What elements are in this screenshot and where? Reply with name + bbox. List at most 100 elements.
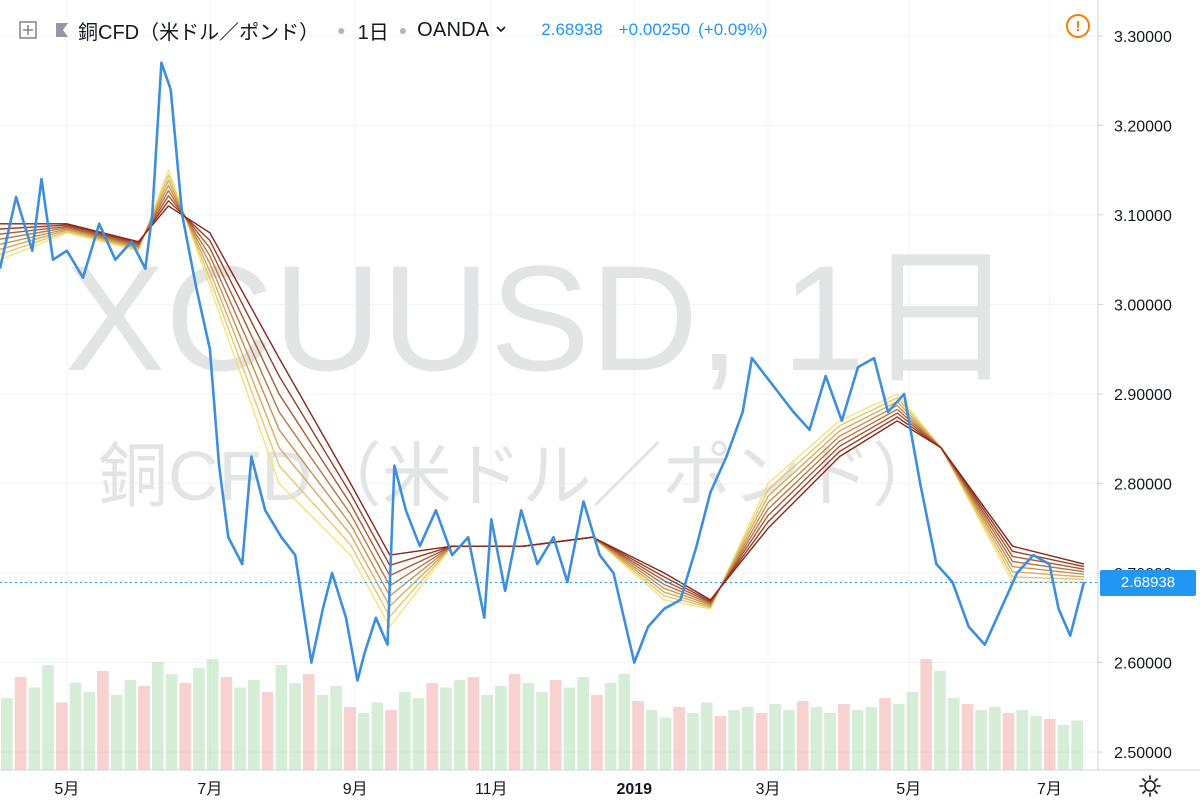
volume-bar	[206, 659, 219, 770]
volume-bar	[83, 692, 96, 770]
volume-bar	[1002, 713, 1015, 770]
volume-bar	[769, 704, 782, 770]
volume-bar	[467, 677, 480, 770]
volume-bar	[687, 713, 699, 770]
price-axis[interactable]: 3.30000 3.20000 3.10000 3.00000 2.90000 2.800…	[1098, 29, 1172, 762]
volume-bar	[1071, 720, 1083, 770]
exchange-label[interactable]: OANDA	[417, 18, 490, 41]
x-tick-label: 9月	[343, 781, 368, 798]
symbol-title[interactable]: 銅CFD（米ドル／ポンド）	[78, 21, 320, 44]
volume-bar	[494, 686, 507, 770]
expand-icon[interactable]	[18, 20, 38, 40]
volume-bar	[412, 698, 425, 770]
y-tick-label: 3.20000	[1114, 118, 1172, 135]
volume-bar	[261, 692, 274, 770]
volume-bar	[165, 674, 178, 770]
volume-bar	[124, 680, 137, 770]
volume-bar	[906, 692, 919, 770]
volume-bar	[275, 665, 288, 770]
volume-bar	[796, 701, 809, 770]
x-tick-label: 5月	[54, 781, 79, 798]
volume-bar	[851, 710, 864, 770]
warning-icon[interactable]: !	[1066, 14, 1090, 38]
last-price: 2.68938	[541, 20, 603, 39]
price-change: +0.00250	[618, 20, 691, 39]
volume-bar	[947, 698, 960, 770]
volume-bar	[810, 707, 823, 770]
volume-bar	[522, 683, 535, 770]
separator-dot: ●	[337, 22, 346, 38]
volume-bar	[563, 687, 576, 770]
volume-bar	[385, 710, 397, 770]
volume-bar	[1043, 719, 1056, 770]
y-tick-label: 2.50000	[1114, 745, 1172, 762]
flag-icon[interactable]	[54, 20, 70, 40]
volume-bar	[234, 687, 246, 770]
x-tick-label: 3月	[756, 781, 781, 798]
volume-bar	[879, 698, 891, 770]
volume-bar	[398, 692, 411, 770]
volume-bar	[330, 686, 343, 770]
watermark-line2: 銅CFD（米ドル／ポンド）	[98, 437, 942, 515]
volume-bar	[783, 710, 795, 770]
volume-bar	[988, 707, 1001, 770]
x-tick-label: 7月	[197, 781, 222, 798]
volume-bar	[591, 695, 603, 770]
y-tick-label: 3.30000	[1114, 29, 1172, 46]
price-change-percent: (+0.09%)	[698, 20, 768, 39]
volume-bar	[838, 704, 850, 770]
chevron-down-icon[interactable]	[495, 21, 507, 39]
volume-bar	[481, 695, 493, 770]
x-tick-label: 5月	[896, 781, 921, 798]
volume-bar	[892, 704, 905, 770]
volume-bar	[975, 710, 987, 770]
volume-bar	[302, 674, 315, 770]
volume-bar	[69, 683, 82, 770]
ema-ribbon-line	[0, 205, 1085, 601]
volume-bar	[824, 713, 837, 770]
volume-bar	[673, 707, 686, 770]
volume-bar	[865, 707, 878, 770]
volume-bar	[193, 668, 205, 770]
volume-bar	[920, 659, 933, 770]
last-price-tag: 2.68938	[1100, 569, 1196, 596]
grid	[0, 0, 1098, 770]
volume-bar	[110, 695, 123, 770]
volume-bar	[549, 680, 562, 770]
watermark: XCUUSD, 1日 銅CFD（米ドル／ポンド）	[65, 234, 1015, 515]
volume-bar	[618, 674, 631, 770]
volume-bar	[577, 677, 590, 770]
volume-bar	[1016, 710, 1029, 770]
y-tick-label: 3.00000	[1114, 297, 1172, 314]
volume-bar	[344, 707, 356, 770]
interval-label[interactable]: 1日	[357, 21, 389, 44]
gear-icon[interactable]	[1138, 774, 1162, 798]
x-tick-label: 7月	[1037, 781, 1062, 798]
ema-ribbon	[0, 169, 1085, 628]
volume-bar	[1057, 725, 1070, 770]
volume-bar	[508, 674, 521, 770]
volume-bar	[961, 704, 974, 770]
y-tick-label: 2.60000	[1114, 656, 1172, 673]
time-axis[interactable]: 5月 7月 9月 11月 2019 3月 5月 7月	[54, 781, 1061, 798]
x-tick-label: 11月	[475, 781, 508, 798]
volume-bar	[179, 683, 192, 770]
price-series	[0, 61, 1086, 682]
volume-bar	[151, 662, 164, 770]
volume-bar	[371, 702, 384, 770]
volume-bar	[247, 680, 260, 770]
volume-bar	[728, 710, 740, 770]
volume-bar	[741, 707, 754, 770]
volume-bar	[357, 713, 370, 770]
volume-bar	[138, 686, 150, 770]
volume-bar	[289, 683, 301, 770]
volume-bar	[632, 701, 644, 770]
volume-bar	[28, 687, 41, 770]
volume-bar	[14, 677, 27, 770]
volume-bar	[220, 677, 233, 770]
price-line	[0, 61, 1086, 682]
volume-bar	[316, 695, 329, 770]
volume-bar	[1, 698, 13, 770]
